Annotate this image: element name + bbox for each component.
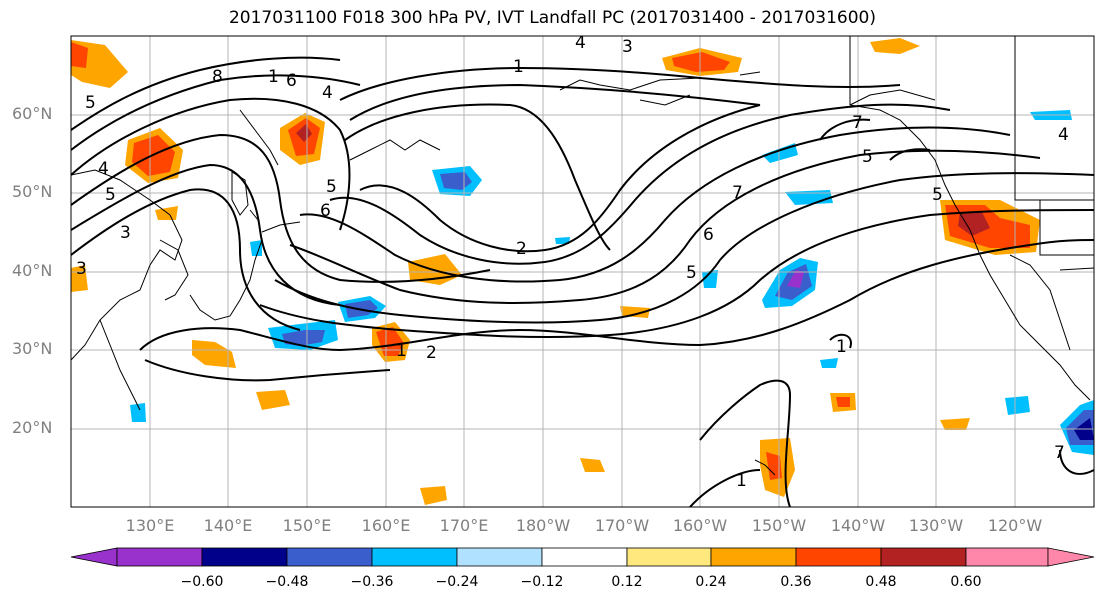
longitude-label: 150°W xyxy=(751,516,807,535)
colorbar-tick-label: −0.48 xyxy=(265,574,309,590)
contour-label: 7 xyxy=(852,113,863,133)
longitude-label: 160°E xyxy=(361,516,411,535)
contour-label-group: 1 2 3 4 5 6 7 8 4 3 1 6 4 5 4 5 6 2 5 5 … xyxy=(76,33,1069,491)
colorbar-tick-label: 0.12 xyxy=(611,574,643,590)
longitude-label: 170°E xyxy=(439,516,489,535)
contour-label: 3 xyxy=(76,259,87,279)
latitude-label: 50°N xyxy=(12,182,53,201)
contour-label: 3 xyxy=(622,37,633,57)
contour-label: 1 xyxy=(513,57,524,77)
longitude-label: 120°W xyxy=(987,516,1043,535)
colorbar-tick-label: −0.12 xyxy=(520,574,564,590)
negative-anomalies xyxy=(130,110,1094,455)
contour-label: 6 xyxy=(320,201,331,221)
longitude-label: 150°E xyxy=(282,516,332,535)
contour-label: 1 xyxy=(268,67,279,87)
contour-label: 5 xyxy=(85,93,96,113)
longitude-label: 140°W xyxy=(830,516,886,535)
colorbar-tick-label: 0.60 xyxy=(950,574,982,590)
contour-label: 6 xyxy=(286,71,297,91)
colorbar-tick-label: −0.60 xyxy=(180,574,224,590)
longitude-label: 140°E xyxy=(203,516,253,535)
colorbar xyxy=(70,547,1095,567)
longitude-label: 130°W xyxy=(908,516,964,535)
latitude-label: 40°N xyxy=(12,261,53,280)
longitude-label: 180°W xyxy=(515,516,571,535)
contour-label: 4 xyxy=(575,33,586,53)
contour-label: 4 xyxy=(98,159,109,179)
contour-label: 1 xyxy=(736,471,747,491)
contour-label: 1 xyxy=(836,337,847,357)
map-frame xyxy=(70,35,1095,508)
contour-label: 5 xyxy=(686,263,697,283)
positive-anomalies xyxy=(71,38,1040,505)
contour-label: 2 xyxy=(516,239,527,259)
contour-label: 5 xyxy=(105,185,116,205)
colorbar-tick-label: −0.36 xyxy=(350,574,394,590)
map-panel: 1 2 3 4 5 6 7 8 4 3 1 6 4 5 4 5 6 2 5 5 … xyxy=(71,33,1094,507)
contour-label: 5 xyxy=(862,147,873,167)
contour-label: 1 xyxy=(396,341,407,361)
colorbar-tick-label: 0.48 xyxy=(865,574,897,590)
contour-label: 7 xyxy=(732,183,743,203)
longitude-label: 170°W xyxy=(594,516,650,535)
longitude-label: 130°E xyxy=(125,516,175,535)
contour-label: 5 xyxy=(326,177,337,197)
contour-label: 6 xyxy=(703,225,714,245)
contour-label: 5 xyxy=(932,185,943,205)
contour-label: 3 xyxy=(120,223,131,243)
pv-contours xyxy=(71,56,1094,507)
contour-label: 4 xyxy=(1058,125,1069,145)
colorbar-tick-label: −0.24 xyxy=(435,574,479,590)
latitude-label: 60°N xyxy=(12,104,53,123)
contour-label: 8 xyxy=(212,67,223,87)
colorbar-tick-label: 0.36 xyxy=(780,574,812,590)
latitude-label: 20°N xyxy=(12,418,53,437)
grid-lines xyxy=(71,36,1094,507)
longitude-label: 160°W xyxy=(672,516,728,535)
contour-label: 7 xyxy=(1054,443,1065,463)
colorbar-tick-label: 0.24 xyxy=(695,574,727,590)
latitude-label: 30°N xyxy=(12,339,53,358)
map-title: 2017031100 F018 300 hPa PV, IVT Landfall… xyxy=(228,8,876,28)
contour-label: 4 xyxy=(322,83,333,103)
contour-label: 2 xyxy=(426,343,437,363)
